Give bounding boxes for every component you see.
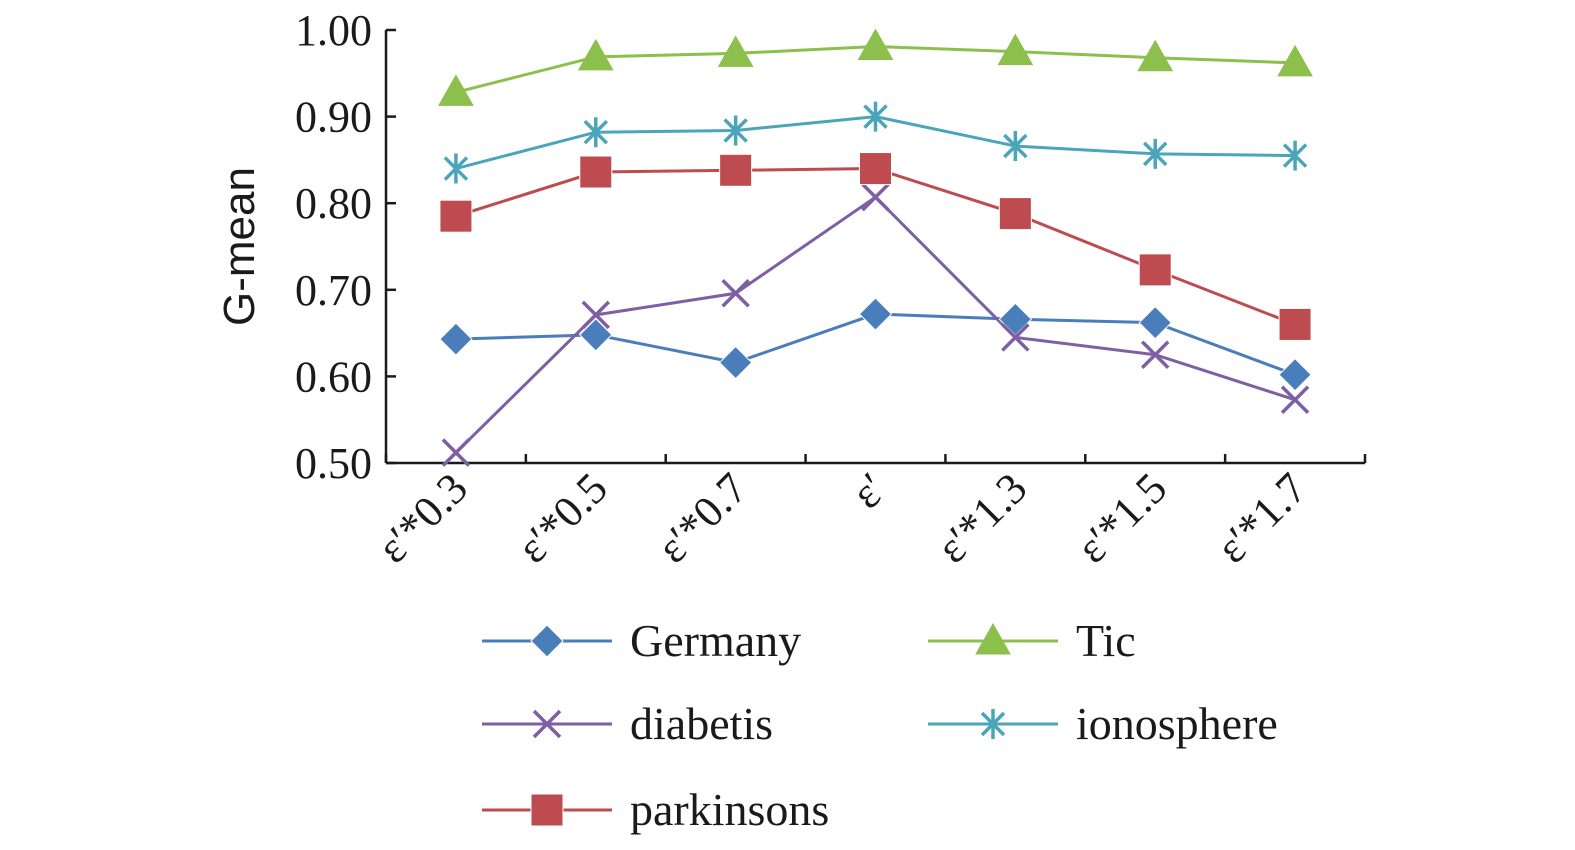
data-point-tic — [1137, 39, 1174, 72]
data-point-ionosphere — [1282, 140, 1308, 171]
legend-marker — [530, 793, 564, 827]
data-point-parkinsons — [859, 152, 892, 186]
legend-marker — [980, 709, 1006, 739]
legend-item-diabetis: diabetis — [482, 698, 773, 749]
legend-label: Tic — [1076, 615, 1136, 666]
data-point-tic — [1277, 44, 1313, 77]
x-tick-label: ε′*1.5 — [1067, 463, 1176, 572]
legend-marker — [532, 709, 562, 739]
data-point-tic — [997, 33, 1034, 66]
y-tick-label: 1.00 — [295, 6, 372, 55]
data-point-germany — [858, 297, 893, 331]
legend-marker — [975, 622, 1011, 655]
legend-label: Germany — [630, 615, 801, 666]
data-point-parkinsons — [1278, 307, 1312, 341]
data-point-germany — [1138, 306, 1172, 340]
legend-item-germany: Germany — [482, 615, 801, 666]
data-point-parkinsons — [998, 197, 1032, 231]
data-point-parkinsons — [719, 153, 753, 187]
y-tick-label: 0.80 — [295, 179, 372, 228]
x-tick-label: ε′*0.7 — [648, 463, 757, 572]
legend: Germany Tic diabetis ionosphere parkinsons — [482, 615, 1278, 835]
x-tick-label: ε′*0.3 — [368, 463, 477, 572]
data-point-tic — [438, 74, 474, 106]
data-point-diabetis — [1140, 340, 1170, 369]
data-point-ionosphere — [1003, 131, 1028, 162]
data-point-ionosphere — [1142, 138, 1168, 169]
legend-label: ionosphere — [1076, 698, 1278, 749]
data-point-germany — [579, 318, 613, 352]
data-point-diabetis — [861, 182, 890, 212]
data-point-tic — [577, 38, 614, 71]
data-point-ionosphere — [723, 115, 748, 146]
series-markers — [438, 28, 1313, 467]
data-point-diabetis — [581, 300, 611, 330]
data-point-parkinsons — [1138, 253, 1172, 287]
y-tick-label: 0.90 — [295, 93, 372, 142]
y-axis-label: G-mean — [215, 167, 264, 326]
data-point-parkinsons — [579, 155, 613, 189]
data-point-parkinsons — [439, 199, 473, 233]
data-point-tic — [717, 35, 754, 67]
x-tick-label: ε′*1.3 — [927, 463, 1036, 572]
legend-item-tic: Tic — [928, 615, 1136, 666]
data-point-diabetis — [441, 438, 471, 467]
legend-item-ionosphere: ionosphere — [928, 698, 1278, 749]
data-point-ionosphere — [443, 153, 469, 184]
legend-item-parkinsons: parkinsons — [482, 784, 829, 835]
y-tick-label: 0.50 — [295, 439, 372, 488]
data-point-germany — [718, 345, 753, 380]
data-point-ionosphere — [583, 117, 609, 148]
legend-label: parkinsons — [630, 784, 829, 835]
data-point-tic — [857, 28, 894, 60]
data-point-diabetis — [1001, 323, 1030, 352]
x-tick-label: ε′*1.7 — [1207, 463, 1316, 572]
x-tick-label: ε′*0.5 — [508, 463, 617, 572]
data-point-germany — [1278, 357, 1312, 392]
data-point-germany — [998, 302, 1033, 336]
y-tick-label: 0.60 — [295, 352, 372, 401]
axes: 0.50 0.60 0.70 0.80 0.90 1.00 ε′*0.3 ε′*0.5 ε′*0… — [215, 6, 1367, 572]
legend-marker — [530, 624, 564, 658]
data-point-diabetis — [1280, 385, 1310, 415]
data-point-diabetis — [721, 279, 750, 308]
legend-label: diabetis — [630, 698, 773, 749]
x-tick-label: ε′ — [842, 463, 897, 518]
y-tick-label: 0.70 — [295, 266, 372, 315]
data-point-germany — [439, 322, 473, 356]
data-point-ionosphere — [863, 101, 888, 132]
